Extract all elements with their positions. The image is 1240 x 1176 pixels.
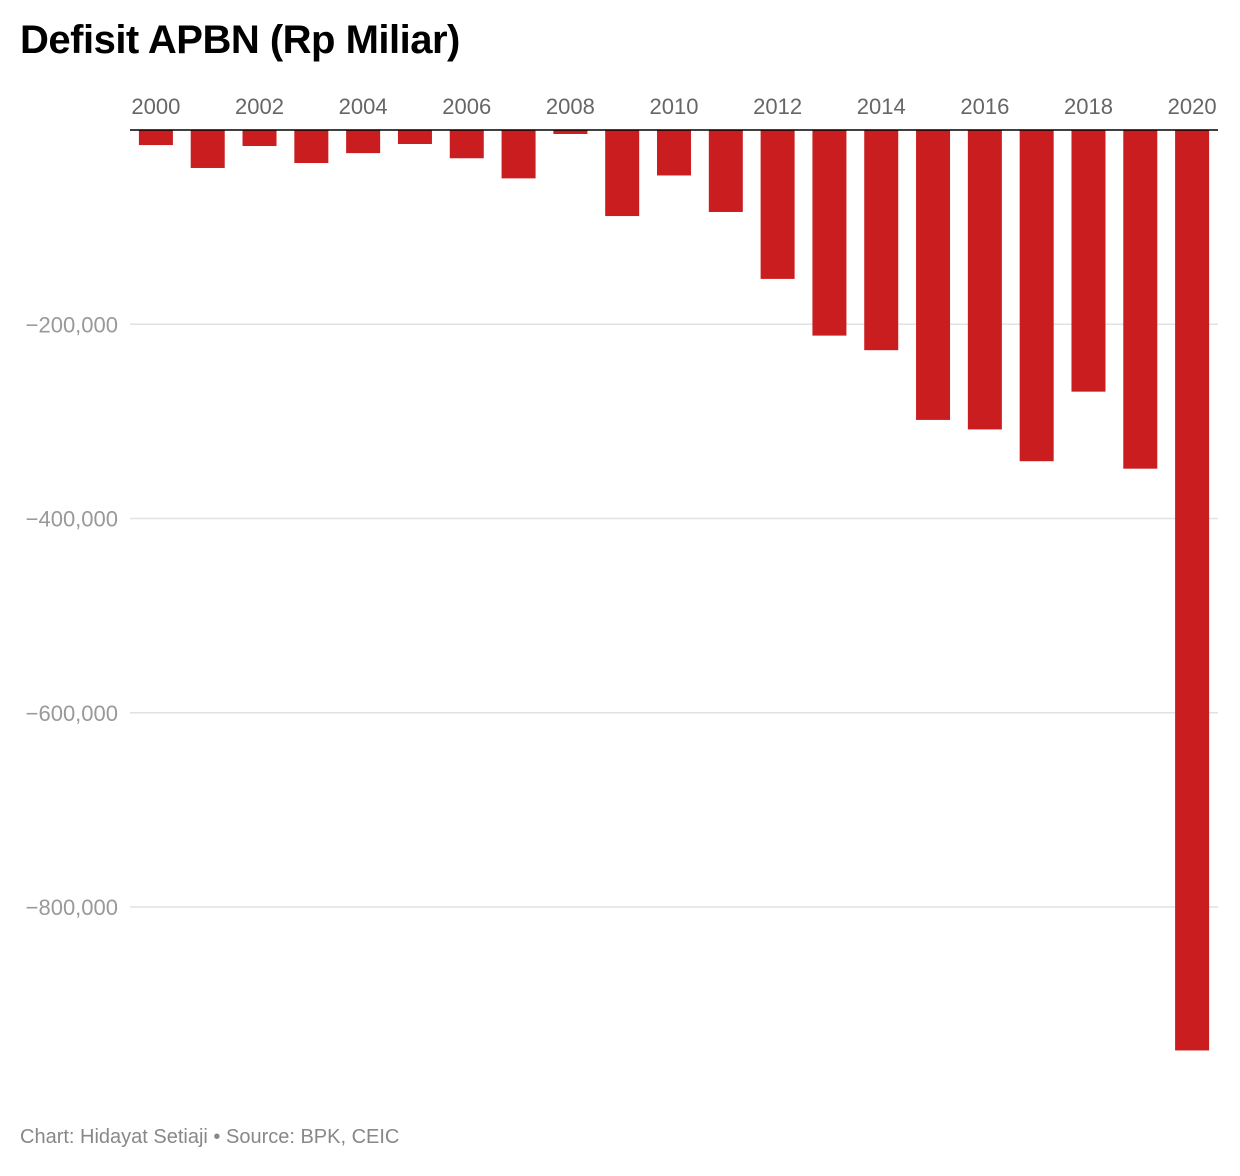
bar-2016 xyxy=(967,130,1002,430)
bar-2004 xyxy=(346,130,381,154)
x-tick-label: 2006 xyxy=(442,94,491,119)
bar-2009 xyxy=(605,130,640,217)
y-tick-label: −200,000 xyxy=(26,312,118,337)
x-tick-label: 2018 xyxy=(1064,94,1113,119)
y-tick-label: −800,000 xyxy=(26,895,118,920)
bar-2018 xyxy=(1071,130,1106,392)
bar-2013 xyxy=(812,130,847,336)
bar-2005 xyxy=(397,130,432,144)
bar-2002 xyxy=(242,130,277,147)
bar-2017 xyxy=(1019,130,1054,462)
bar-2000 xyxy=(138,130,173,146)
x-tick-label: 2002 xyxy=(235,94,284,119)
y-tick-label: −400,000 xyxy=(26,507,118,532)
bar-2001 xyxy=(190,130,225,168)
x-tick-label: 2000 xyxy=(131,94,180,119)
bar-2015 xyxy=(916,130,951,420)
x-tick-label: 2008 xyxy=(546,94,595,119)
x-tick-label: 2010 xyxy=(650,94,699,119)
bar-2007 xyxy=(501,130,536,179)
x-tick-label: 2020 xyxy=(1168,94,1217,119)
bar-2011 xyxy=(708,130,743,212)
bar-2003 xyxy=(294,130,329,164)
bar-2008 xyxy=(553,130,588,134)
y-tick-label: −600,000 xyxy=(26,701,118,726)
bar-2012 xyxy=(760,130,795,279)
bar-2006 xyxy=(449,130,484,159)
bar-2014 xyxy=(864,130,899,351)
bar-2010 xyxy=(657,130,691,176)
x-tick-label: 2004 xyxy=(339,94,388,119)
x-tick-label: 2012 xyxy=(753,94,802,119)
x-tick-label: 2016 xyxy=(960,94,1009,119)
x-tick-label: 2014 xyxy=(857,94,906,119)
chart-source: Chart: Hidayat Setiaji • Source: BPK, CE… xyxy=(20,1126,400,1148)
chart-title: Defisit APBN (Rp Miliar) xyxy=(20,18,460,62)
bar-2020 xyxy=(1175,130,1210,1051)
bar-2019 xyxy=(1123,130,1158,469)
